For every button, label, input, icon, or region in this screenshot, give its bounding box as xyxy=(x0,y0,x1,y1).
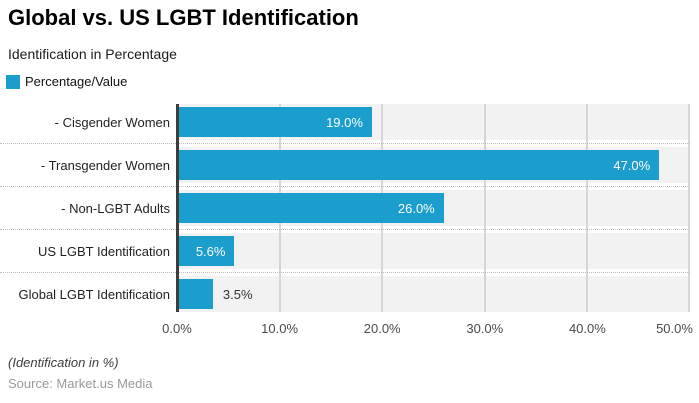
row-separator xyxy=(0,229,690,230)
bar[interactable]: 19.0% xyxy=(177,107,372,137)
bar-row: Global LGBT Identification 3.5% xyxy=(0,276,690,312)
x-tick-label: 0.0% xyxy=(162,321,192,336)
plot-band: 19.0% xyxy=(177,104,690,140)
footer-note: (Identification in %) xyxy=(8,355,119,370)
category-label: - Transgender Women xyxy=(40,157,170,173)
y-axis-line xyxy=(176,104,179,312)
value-label: 26.0% xyxy=(397,200,435,216)
row-separator xyxy=(0,143,690,144)
x-tick-label: 10.0% xyxy=(261,321,299,336)
x-axis: 0.0% 10.0% 20.0% 30.0% 40.0% 50.0% xyxy=(162,321,693,339)
bar-row: - Cisgender Women 19.0% xyxy=(0,104,690,140)
bar-row: US LGBT Identification 5.6% xyxy=(0,233,690,269)
legend-label: Percentage/Value xyxy=(25,74,128,89)
legend-item[interactable]: Percentage/Value xyxy=(6,74,127,89)
category-label: Global LGBT Identification xyxy=(18,286,170,302)
value-label: 19.0% xyxy=(326,114,363,130)
chart-subtitle: Identification in Percentage xyxy=(8,46,177,62)
bar-row: - Transgender Women 47.0% xyxy=(0,147,690,183)
row-separator xyxy=(0,272,690,273)
bar[interactable]: 47.0% xyxy=(177,150,660,180)
category-label: - Cisgender Women xyxy=(54,114,170,130)
x-tick-label: 50.0% xyxy=(656,321,693,336)
plot-band: 5.6% xyxy=(177,233,690,269)
category-label: US LGBT Identification xyxy=(38,243,170,259)
bar[interactable] xyxy=(177,279,213,309)
bar-chart: - Cisgender Women 19.0% - Transgender Wome… xyxy=(0,104,693,336)
footer-source: Source: Market.us Media xyxy=(8,376,153,391)
category-label: - Non-LGBT Adults xyxy=(61,200,170,216)
chart-title: Global vs. US LGBT Identification xyxy=(8,5,359,30)
plot-band: 47.0% xyxy=(177,147,690,183)
plot-band: 26.0% xyxy=(177,190,690,226)
value-label: 47.0% xyxy=(613,157,651,173)
value-label: 3.5% xyxy=(222,286,253,302)
bar-rows: - Cisgender Women 19.0% - Transgender Wome… xyxy=(0,104,690,312)
value-label: 5.6% xyxy=(195,243,226,259)
bar[interactable]: 5.6% xyxy=(177,236,235,266)
x-tick-label: 30.0% xyxy=(466,321,504,336)
bar-row: - Non-LGBT Adults 26.0% xyxy=(0,190,690,226)
x-tick-label: 20.0% xyxy=(363,321,401,336)
legend-swatch-icon xyxy=(6,74,20,89)
plot-band: 3.5% xyxy=(177,276,690,312)
row-separator xyxy=(0,186,690,187)
bar[interactable]: 26.0% xyxy=(177,193,444,223)
x-tick-label: 40.0% xyxy=(568,321,606,336)
